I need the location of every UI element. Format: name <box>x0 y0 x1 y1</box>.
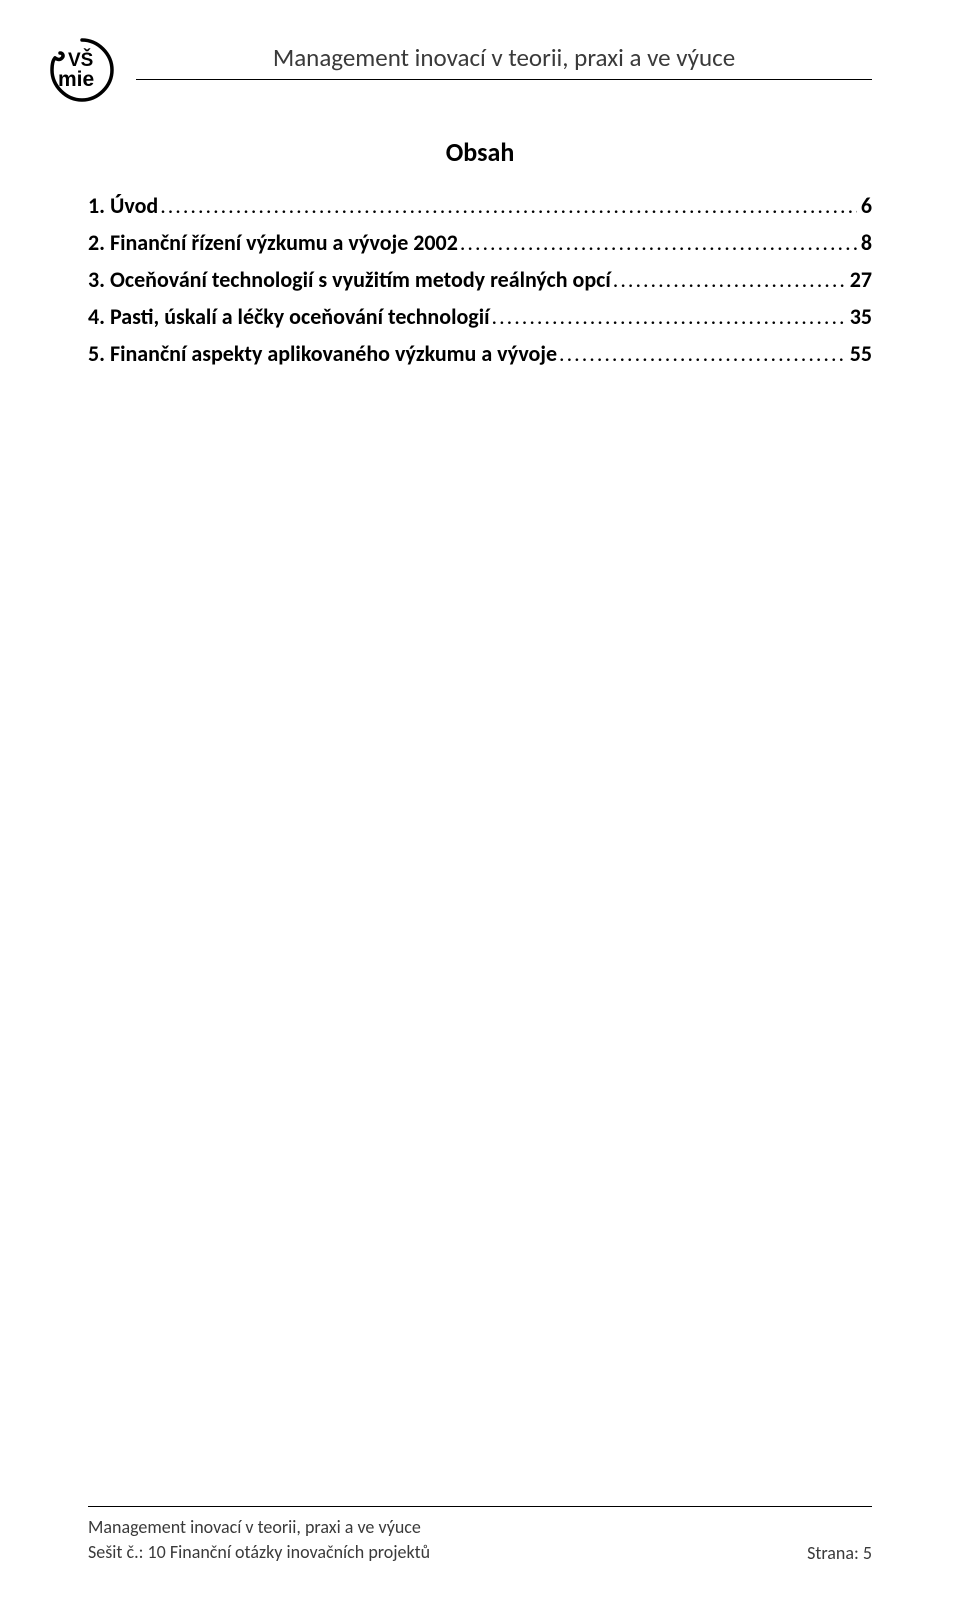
footer-line1: Management inovací v teorii, praxi a ve … <box>88 1515 430 1539</box>
page-header: VŠ mie Management inovací v teorii, prax… <box>48 36 872 104</box>
toc-entry: 1. Úvod 6 <box>88 192 872 219</box>
footer-row: Management inovací v teorii, praxi a ve … <box>88 1515 872 1564</box>
toc-entry-label: 3. Oceňování technologií s využitím meto… <box>88 266 611 293</box>
toc-entry-page: 6 <box>859 192 872 219</box>
header-rule <box>136 79 872 80</box>
toc-entry-label: 4. Pasti, úskalí a léčky oceňování techn… <box>88 303 490 330</box>
toc-entry: 5. Finanční aspekty aplikovaného výzkumu… <box>88 340 872 367</box>
footer-line2: Sešit č.: 10 Finanční otázky inovačních … <box>88 1540 430 1564</box>
toc-leader <box>160 192 857 219</box>
toc-entry-page: 8 <box>859 229 872 256</box>
toc-heading: Obsah <box>0 136 960 168</box>
toc-entry: 4. Pasti, úskalí a léčky oceňování techn… <box>88 303 872 330</box>
logo-vs-mie: VŠ mie <box>48 36 116 104</box>
toc-entry: 2. Finanční řízení výzkumu a vývoje 2002… <box>88 229 872 256</box>
toc-entry-label: 1. Úvod <box>88 192 158 219</box>
header-text-wrap: Management inovací v teorii, praxi a ve … <box>136 42 872 80</box>
toc-entry-page: 27 <box>848 266 872 293</box>
toc-entry-page: 35 <box>848 303 872 330</box>
page-footer: Management inovací v teorii, praxi a ve … <box>88 1506 872 1564</box>
toc-leader <box>613 266 846 293</box>
toc-entry-page: 55 <box>848 340 872 367</box>
toc-entry: 3. Oceňování technologií s využitím meto… <box>88 266 872 293</box>
toc-leader <box>492 303 846 330</box>
toc-leader <box>559 340 846 367</box>
toc-entry-label: 5. Finanční aspekty aplikovaného výzkumu… <box>88 340 557 367</box>
footer-left: Management inovací v teorii, praxi a ve … <box>88 1515 430 1564</box>
logo-text-line2: mie <box>58 68 94 91</box>
footer-rule <box>88 1506 872 1507</box>
toc-leader <box>460 229 857 256</box>
toc-list: 1. Úvod 6 2. Finanční řízení výzkumu a v… <box>88 192 872 377</box>
toc-entry-label: 2. Finanční řízení výzkumu a vývoje 2002 <box>88 229 458 256</box>
footer-page-label: Strana: 5 <box>807 1542 872 1564</box>
header-title: Management inovací v teorii, praxi a ve … <box>136 42 872 79</box>
